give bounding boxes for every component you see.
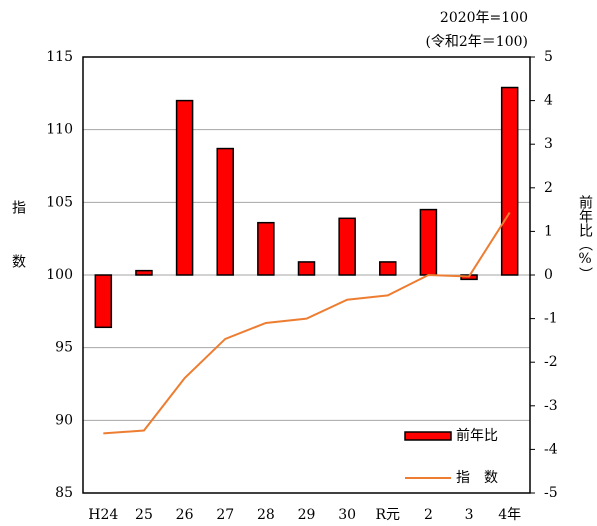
x-tick-label: 25 [135, 507, 153, 523]
bar [419, 208, 438, 276]
y2-tick-label: -4 [544, 441, 558, 457]
plot-frame [82, 56, 531, 494]
x-tick-label: H24 [88, 507, 118, 523]
bar [338, 217, 356, 276]
y-tick-label: 100 [46, 267, 73, 283]
y-tick-label: 90 [55, 412, 73, 428]
bar [297, 261, 316, 276]
y-tick-label: 85 [55, 485, 73, 501]
x-tick-label: 2 [424, 507, 433, 523]
bar [257, 221, 275, 276]
bar [94, 274, 113, 329]
x-tick-label: R元 [375, 507, 400, 523]
x-tick-label: 28 [257, 507, 275, 523]
note-line: 2020年=100 [440, 10, 528, 26]
y2-tick-label: -1 [544, 311, 558, 327]
y2-tick-label: 3 [544, 136, 553, 152]
y-tick-label: 95 [55, 340, 73, 356]
y2-tick-label: 0 [544, 267, 553, 283]
y-tick-label: 110 [46, 122, 73, 138]
y-tick-label: 105 [46, 194, 73, 210]
y2-tick-label: 1 [544, 223, 553, 239]
y2-axis-label: 前年比（%） [577, 194, 593, 281]
bar [135, 269, 153, 276]
y2-tick-label: -2 [544, 354, 558, 370]
bar [379, 261, 397, 276]
x-tick-label: 30 [338, 507, 356, 523]
x-tick-label: 29 [298, 507, 316, 523]
line [103, 211, 511, 435]
bar [216, 147, 234, 276]
x-tick-label: 26 [176, 507, 194, 523]
legend-swatch [404, 431, 452, 441]
y2-tick-label: 2 [544, 180, 553, 196]
y-tick-label: 115 [46, 49, 73, 65]
note-line: (令和2年＝100) [425, 34, 528, 50]
bar [175, 99, 194, 276]
legend-label: 前年比 [456, 427, 498, 444]
bar [500, 86, 519, 276]
x-tick-label: 4年 [498, 507, 521, 523]
y2-tick-label: 4 [544, 93, 553, 109]
legend-label: 指 数 [456, 470, 498, 486]
x-tick-label: 3 [465, 507, 474, 523]
y2-tick-label: -5 [544, 485, 558, 501]
x-tick-label: 27 [216, 507, 234, 523]
y2-tick-label: -3 [544, 398, 558, 414]
y2-tick-label: 5 [544, 49, 553, 65]
y-axis-label: 指数 [10, 200, 26, 308]
